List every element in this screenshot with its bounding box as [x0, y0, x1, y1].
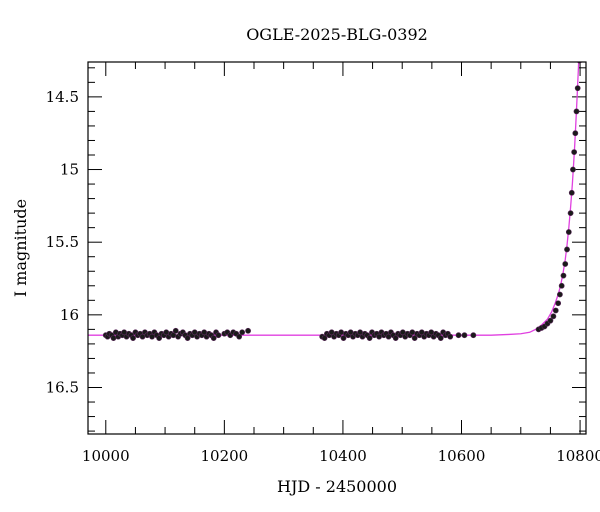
- data-point: [547, 317, 554, 324]
- points-layer: [102, 62, 582, 341]
- y-tick-label: 15: [60, 161, 79, 179]
- chart-title: OGLE-2025-BLG-0392: [246, 25, 428, 44]
- data-point: [558, 282, 565, 289]
- x-tick-label: 10600: [438, 447, 486, 465]
- data-point: [574, 85, 581, 92]
- data-point: [340, 335, 347, 341]
- data-point: [130, 335, 136, 341]
- y-tick-label: 16.5: [46, 379, 79, 397]
- x-tick-label: 10200: [200, 447, 248, 465]
- data-point: [555, 300, 562, 307]
- data-point: [564, 246, 570, 253]
- data-point: [562, 261, 569, 267]
- data-point: [215, 332, 222, 339]
- data-point: [338, 329, 345, 336]
- x-tick-label: 10800: [556, 447, 600, 465]
- data-point: [573, 108, 580, 115]
- data-point: [455, 332, 462, 339]
- data-point: [411, 335, 418, 341]
- x-axis-title: HJD - 2450000: [277, 477, 397, 496]
- data-point: [571, 149, 578, 155]
- data-point: [568, 189, 575, 196]
- y-tick-label: 15.5: [46, 233, 79, 251]
- data-point: [552, 307, 559, 314]
- data-point: [172, 327, 179, 334]
- data-point: [565, 229, 572, 235]
- data-point: [392, 335, 399, 341]
- data-point: [210, 335, 217, 341]
- data-point: [550, 313, 557, 320]
- tick-layer: [88, 62, 586, 434]
- data-point: [239, 329, 246, 336]
- model-curve: [88, 62, 580, 336]
- y-axis-title: I magnitude: [11, 199, 30, 297]
- data-point: [572, 130, 579, 137]
- data-point: [557, 291, 563, 298]
- data-point: [366, 335, 373, 341]
- data-point: [236, 333, 243, 340]
- data-point: [156, 335, 163, 341]
- model-layer: [88, 62, 580, 336]
- y-tick-label: 14.5: [46, 88, 79, 106]
- data-point: [321, 335, 328, 341]
- data-point: [570, 166, 576, 173]
- data-point: [409, 329, 416, 336]
- data-point: [560, 272, 567, 279]
- y-tick-label: 16: [60, 306, 79, 324]
- data-point: [567, 210, 574, 217]
- data-point: [461, 332, 468, 339]
- data-point: [245, 327, 251, 334]
- data-point: [184, 335, 191, 341]
- x-tick-label: 10400: [319, 447, 367, 465]
- data-point: [437, 335, 444, 341]
- data-point: [447, 333, 454, 340]
- data-point: [470, 332, 477, 339]
- x-tick-label: 10000: [82, 447, 130, 465]
- plot-frame: [87, 61, 587, 435]
- tick-label-layer: 10000 10200 10400 10600 10800 14.5 15 15.5 16 16.…: [46, 88, 600, 465]
- data-point: [110, 335, 117, 341]
